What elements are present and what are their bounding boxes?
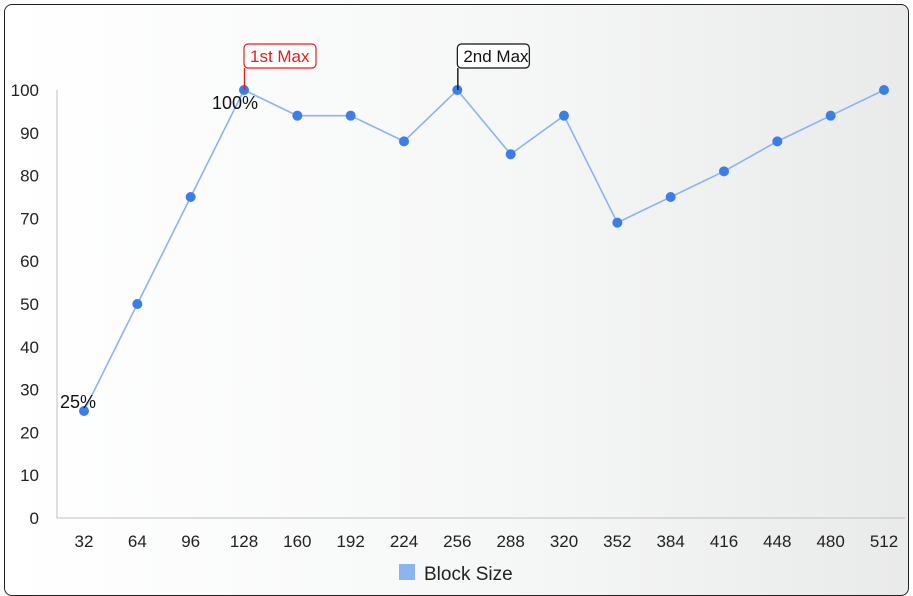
x-tick-label: 512 — [870, 532, 898, 551]
x-tick-label: 128 — [230, 532, 258, 551]
data-point — [345, 110, 356, 121]
x-tick-label: 416 — [710, 532, 738, 551]
x-tick-label: 224 — [390, 532, 418, 551]
y-tick-label: 50 — [20, 295, 39, 314]
data-point — [825, 110, 836, 121]
x-tick-label: 160 — [283, 532, 311, 551]
y-tick-label: 90 — [20, 124, 39, 143]
data-point — [505, 149, 516, 160]
data-point — [772, 136, 783, 147]
data-point — [612, 217, 623, 228]
y-tick-label: 30 — [20, 381, 39, 400]
legend-label: Block Size — [424, 564, 513, 585]
annotations: 1st Max 2nd Max — [243, 43, 530, 90]
x-tick-label: 192 — [336, 532, 364, 551]
data-point — [719, 166, 729, 177]
annotation-label: 1st Max — [250, 47, 310, 66]
x-tick-label: 256 — [443, 532, 471, 551]
data-label: 100% — [212, 93, 258, 113]
y-tick-label: 0 — [30, 509, 39, 528]
y-tick-label: 60 — [20, 252, 39, 271]
data-point — [185, 192, 196, 202]
chart-frame — [4, 4, 909, 596]
x-axis-ticks: 32 64 96 128 160 192 224 256 288 320 352 384 416 448 4… — [75, 532, 899, 551]
series-line — [83, 88, 885, 412]
data-point — [132, 299, 143, 309]
annotation-box — [243, 43, 317, 69]
data-point — [292, 110, 303, 121]
data-label: 25% — [60, 392, 96, 412]
x-tick-label: 320 — [550, 532, 578, 551]
legend: Block Size — [399, 564, 513, 585]
x-tick-label: 352 — [603, 532, 631, 551]
x-tick-label: 384 — [656, 532, 684, 551]
y-axis-ticks: 0 10 20 30 40 50 60 70 80 90 100 — [11, 81, 39, 528]
data-point — [399, 136, 409, 147]
legend-swatch — [399, 564, 415, 580]
annotation-box — [456, 43, 530, 69]
y-tick-label: 20 — [20, 423, 39, 442]
data-point — [665, 192, 676, 202]
axes — [56, 90, 905, 519]
y-tick-label: 70 — [20, 209, 39, 228]
y-tick-label: 80 — [20, 167, 39, 186]
data-point — [559, 110, 569, 121]
x-tick-label: 96 — [181, 532, 200, 551]
x-tick-label: 288 — [496, 532, 524, 551]
y-tick-label: 40 — [20, 338, 39, 357]
series-lines — [83, 88, 885, 412]
series-points — [79, 85, 889, 416]
x-tick-label: 64 — [128, 532, 147, 551]
y-tick-label: 10 — [20, 466, 39, 485]
x-tick-label: 448 — [763, 532, 791, 551]
data-labels: 25% 100% — [60, 93, 258, 412]
data-point — [879, 85, 889, 95]
data-point — [79, 406, 89, 416]
x-tick-label: 480 — [816, 532, 844, 551]
y-tick-label: 100 — [11, 81, 39, 100]
annotation-label: 2nd Max — [463, 47, 529, 66]
x-tick-label: 32 — [75, 532, 94, 551]
